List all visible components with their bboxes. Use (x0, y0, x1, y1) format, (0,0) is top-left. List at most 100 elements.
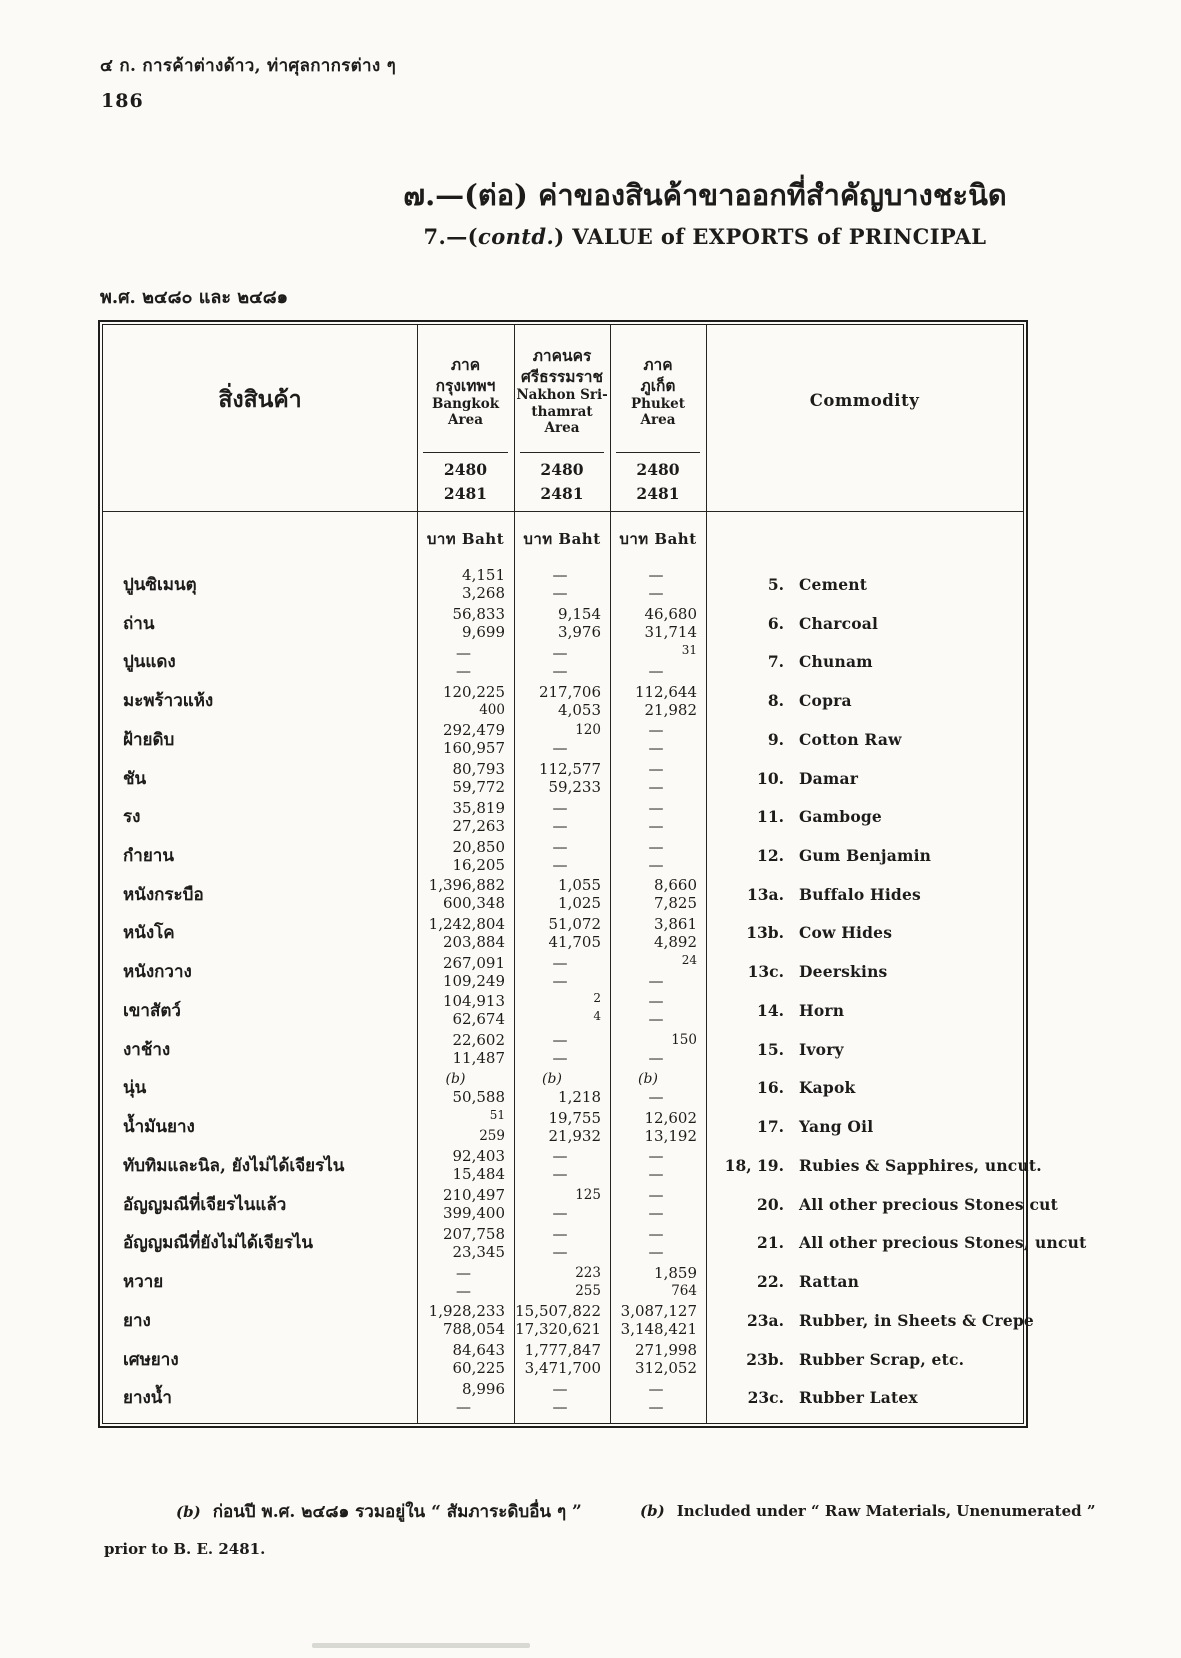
value-line: 1,242,804 (428, 914, 505, 933)
value-line: 223 (575, 1264, 601, 1281)
years-bangkok: 2480 2481 (417, 458, 514, 508)
value-line: 399,400 (442, 1204, 505, 1223)
value-line: — (648, 855, 664, 874)
commodity-english: 6. Charcoal (706, 614, 1023, 633)
value-nakhon: 51,072 41,705 (514, 915, 610, 951)
year-2480: 2480 (443, 460, 488, 479)
value-line: 19,755 (548, 1108, 602, 1127)
value-bangkok: 104,913 62,674 (417, 992, 514, 1028)
exports-table: สิ่งสินค้า Commodity ภาค กรุงเทพฯ Bangko… (98, 320, 1086, 1428)
value-line: 4,053 (558, 700, 601, 719)
value-line: 20,850 (452, 837, 506, 856)
value-nakhon: — — (514, 1225, 610, 1261)
value-line: 62,674 (452, 1010, 506, 1029)
value-phuket: 271,998 312,052 (610, 1341, 706, 1377)
footnote-marker: (b) (176, 1503, 201, 1521)
value-line: — (648, 739, 664, 758)
value-line: — (648, 721, 664, 740)
area-thai-line: ภูเก็ต (640, 375, 676, 395)
commodity-english: 11. Gamboge (706, 807, 1023, 826)
value-line: 267,091 (442, 953, 505, 972)
footnote-marker: (b) (640, 1502, 665, 1520)
commodity-number: 20. (757, 1194, 784, 1214)
value-phuket: 8,660 7,825 (610, 876, 706, 912)
header-bangkok-area: ภาค กรุงเทพฯ Bangkok Area (417, 333, 514, 449)
value-line: 3,268 (462, 584, 505, 603)
value-line: — (648, 584, 664, 603)
commodity-english-label: Kapok (799, 1078, 856, 1098)
value-line: 31,714 (644, 623, 698, 642)
value-phuket: — — (610, 799, 706, 835)
commodity-english: 21. All other precious Stones, uncut (706, 1233, 1086, 1252)
commodity-english-label: Buffalo Hides (799, 884, 921, 904)
value-line: 31 (681, 642, 697, 657)
page-number: 186 (101, 90, 144, 112)
commodity-number: 12. (757, 846, 784, 865)
commodity-english: 9. Cotton Raw (706, 730, 1023, 749)
value-bangkok: 35,819 27,263 (417, 799, 514, 835)
value-line: 12,602 (644, 1108, 698, 1127)
value-line: — (648, 1087, 664, 1106)
area-thai-line: ศรีธรรมราช (520, 367, 604, 387)
value-line: — (552, 837, 568, 856)
header-commodity-english: Commodity (809, 390, 920, 410)
footnote-thai-text: ก่อนปี พ.ศ. ๒๔๘๑ รวมอยู่ใน “ สัมภาระดิบอ… (212, 1502, 582, 1522)
commodity-english-label: All other precious Stones, uncut (799, 1233, 1087, 1253)
value-bangkok: 80,793 59,772 (417, 760, 514, 796)
value-line: 92,403 (452, 1147, 506, 1166)
value-bangkok: 1,396,882 600,348 (417, 876, 514, 912)
value-line: — (552, 739, 568, 758)
commodity-number: 13c. (747, 962, 784, 982)
area-english-line: Area (544, 420, 580, 437)
value-nakhon: 112,577 59,233 (514, 760, 610, 796)
commodity-number: 14. (757, 1000, 784, 1020)
value-line: — (648, 837, 664, 856)
value-bangkok: — — (417, 644, 514, 680)
commodity-english: 10. Damar (706, 769, 1023, 788)
column-divider (514, 325, 515, 1423)
commodity-number: 18, 19. (724, 1155, 784, 1175)
value-line: 160,957 (442, 739, 505, 758)
area-thai-line: กรุงเทพฯ (435, 375, 496, 395)
commodity-english-label: Damar (799, 768, 859, 788)
commodity-thai-label: อัญญมณีที่ยังไม่ได้เจียรไน (123, 1233, 314, 1254)
value-nakhon: 1,055 1,025 (514, 876, 610, 912)
value-bangkok: 51 259 (417, 1108, 514, 1145)
value-line: — (552, 566, 568, 585)
commodity-thai-label: หวาย (123, 1272, 164, 1293)
commodity-english-label: Gum Benjamin (799, 846, 932, 865)
table-row: ชัน 80,793 59,772 112,577 59,233— —10. Damar (103, 759, 1023, 798)
value-line: 59,233 (548, 778, 602, 797)
value-line: 3,861 (654, 914, 697, 933)
commodity-thai-label: อัญญมณีที่เจียรไนแล้ว (123, 1194, 287, 1215)
header-commodity-thai: สิ่งสินค้า (218, 386, 302, 413)
footnote-thai: (b) ก่อนปี พ.ศ. ๒๔๘๑ รวมอยู่ใน “ สัมภาระด… (176, 1498, 582, 1525)
value-line: — (552, 1165, 568, 1184)
table-row: ยาง 1,928,233 788,054 15,507,822 17,320,621 3… (103, 1301, 1034, 1340)
commodity-english-label: Deerskins (799, 962, 888, 982)
commodity-thai-label: หนังโค (123, 923, 175, 944)
year-rule (423, 452, 508, 453)
value-line: — (552, 1242, 568, 1261)
value-line: — (648, 971, 664, 990)
value-line: 9,154 (558, 605, 601, 624)
value-nakhon: 120 — (514, 721, 610, 757)
value-phuket: — — (610, 760, 706, 796)
value-line: — (456, 1397, 471, 1416)
table-row: อัญญมณีที่ยังไม่ได้เจียรไน 207,758 23,345—… (103, 1223, 1086, 1262)
title-en-prefix: 7.—( (423, 224, 479, 249)
value-line: 600,348 (442, 894, 505, 913)
value-bangkok: 84,643 60,225 (417, 1341, 514, 1377)
value-line: — (456, 1263, 471, 1282)
value-line: 764 (671, 1282, 697, 1299)
commodity-english-label: Rattan (799, 1272, 860, 1292)
commodity-number: 21. (757, 1233, 784, 1253)
table-row: งาช้าง 22,602 11,487— —150—15. Ivory (103, 1030, 1023, 1069)
value-line: — (648, 1224, 664, 1243)
value-line: — (456, 643, 471, 662)
table-row: ถ่าน 56,833 9,699 9,154 3,976 46,680 31,714 6. C… (103, 604, 1023, 643)
commodity-thai-label: ฝ้ายดิบ (123, 729, 175, 750)
value-line: — (552, 1397, 568, 1416)
commodity-thai-label: ชัน (123, 768, 147, 789)
commodity-english-label: Chunam (799, 652, 873, 672)
